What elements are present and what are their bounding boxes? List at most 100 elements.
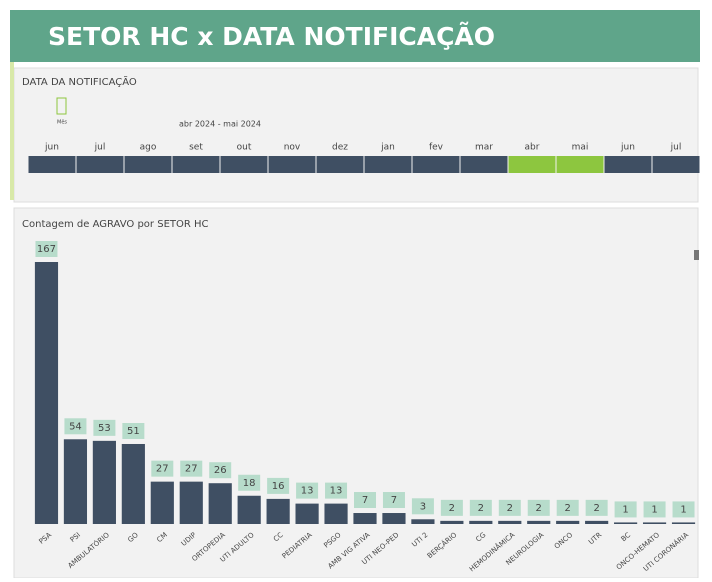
month-cell[interactable]	[652, 156, 700, 173]
value-badge	[64, 418, 87, 435]
value-label: 2	[478, 503, 484, 514]
month-cell[interactable]	[508, 156, 556, 173]
value-label: 7	[362, 495, 368, 506]
month-label: jan	[380, 143, 395, 153]
value-label: 53	[98, 423, 111, 434]
value-badge	[151, 460, 174, 477]
header-title: SETOR HC x DATA NOTIFICAÇÃO	[48, 22, 495, 51]
value-badge	[93, 419, 116, 436]
value-badge	[209, 462, 232, 479]
month-cell[interactable]	[172, 156, 220, 173]
bar	[411, 519, 435, 524]
bar	[642, 522, 667, 524]
month-label: nov	[284, 143, 301, 153]
bar	[34, 262, 59, 524]
bar	[266, 498, 290, 524]
value-badge	[527, 499, 550, 516]
bar	[556, 520, 580, 524]
value-badge	[585, 499, 608, 516]
value-badge	[440, 499, 463, 516]
month-cell[interactable]	[76, 156, 124, 173]
bar	[324, 503, 348, 524]
value-label: 1	[622, 504, 628, 515]
value-label: 26	[214, 465, 227, 476]
value-badge	[672, 501, 695, 518]
value-badge	[411, 498, 434, 515]
value-badge	[614, 501, 637, 518]
value-badge	[643, 501, 666, 518]
bar	[671, 522, 696, 524]
value-label: 167	[37, 244, 56, 255]
level-label: Mês	[57, 119, 67, 126]
chart-title: Contagem de AGRAVO por SETOR HC	[22, 219, 209, 230]
value-label: 13	[330, 486, 343, 497]
bar	[121, 443, 145, 524]
month-cell[interactable]	[412, 156, 460, 173]
value-label: 54	[69, 421, 82, 432]
value-badge	[296, 482, 319, 499]
value-label: 2	[449, 503, 455, 514]
month-label: mai	[572, 143, 589, 153]
month-label: jul	[670, 143, 682, 153]
bar	[295, 503, 319, 524]
bar	[353, 513, 377, 524]
month-label: jul	[94, 143, 106, 153]
bar	[440, 520, 464, 524]
month-cell[interactable]	[268, 156, 316, 173]
value-label: 18	[243, 478, 256, 489]
slicer-accent	[10, 62, 14, 200]
month-cell[interactable]	[28, 156, 76, 173]
value-label: 1	[651, 504, 657, 515]
value-label: 7	[391, 495, 397, 506]
range-label: abr 2024 - mai 2024	[179, 120, 261, 129]
value-label: 51	[127, 426, 140, 437]
value-label: 1	[680, 504, 686, 515]
month-cell[interactable]	[124, 156, 172, 173]
bar	[382, 513, 406, 524]
header-band	[10, 10, 700, 62]
value-label: 2	[507, 503, 513, 514]
value-badge	[354, 492, 376, 509]
value-badge	[180, 460, 203, 477]
bar	[585, 520, 609, 524]
bar	[498, 520, 522, 524]
month-label: mar	[475, 143, 493, 153]
value-badge	[498, 499, 521, 516]
month-cell[interactable]	[364, 156, 412, 173]
slicer-title: DATA DA NOTIFICAÇÃO	[22, 75, 137, 88]
bar	[63, 439, 88, 524]
value-badge	[556, 499, 579, 516]
value-badge	[469, 499, 492, 516]
value-label: 16	[272, 481, 285, 492]
value-label: 2	[565, 503, 571, 514]
month-cell[interactable]	[220, 156, 268, 173]
month-cell[interactable]	[316, 156, 364, 173]
value-label: 13	[301, 486, 314, 497]
month-cell[interactable]	[604, 156, 652, 173]
value-badge	[238, 474, 261, 491]
month-label: abr	[525, 143, 540, 153]
value-label: 3	[420, 501, 426, 512]
month-cell[interactable]	[556, 156, 604, 173]
month-label: jun	[44, 143, 59, 153]
scroll-handle	[694, 250, 699, 260]
month-label: set	[189, 143, 203, 153]
month-label: ago	[140, 143, 157, 153]
value-label: 27	[185, 464, 198, 475]
level-icon	[56, 97, 67, 115]
bar	[179, 481, 203, 524]
value-label: 2	[536, 503, 542, 514]
bar	[208, 483, 232, 524]
value-badge	[382, 492, 405, 509]
bar	[527, 520, 551, 524]
slicer-panel	[13, 67, 699, 203]
value-badge	[267, 477, 290, 494]
value-badge	[122, 422, 145, 439]
value-badge	[35, 241, 58, 257]
month-label: fev	[429, 143, 444, 153]
bar	[92, 440, 116, 524]
bar	[237, 495, 261, 524]
month-label: jun	[620, 143, 635, 153]
month-cell[interactable]	[460, 156, 508, 173]
